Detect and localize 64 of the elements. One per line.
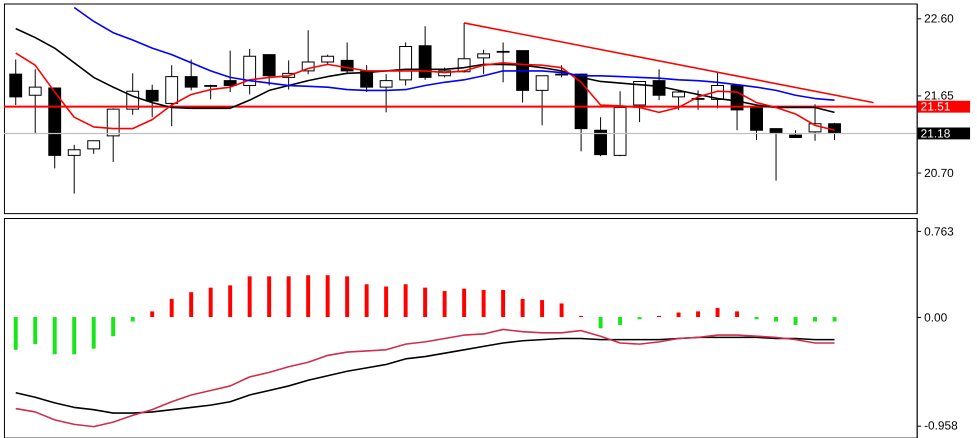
bar	[189, 292, 194, 318]
candlestick	[224, 50, 237, 93]
y-tick-label: 0.00	[924, 310, 948, 324]
candlestick	[68, 144, 81, 194]
bar	[774, 317, 778, 322]
y-tick-label: 22.60	[924, 12, 954, 26]
y-tick-label: 0.763	[924, 224, 954, 238]
bar	[364, 284, 369, 318]
ref-line-label: 21.18	[920, 126, 951, 140]
bar	[14, 317, 18, 350]
bar	[501, 290, 506, 318]
candlestick	[555, 64, 568, 78]
line-series	[14, 336, 836, 414]
bar	[462, 288, 466, 318]
candlestick	[477, 49, 490, 75]
bar	[384, 286, 388, 318]
candlestick	[380, 74, 393, 113]
bar	[248, 276, 252, 318]
line-series	[14, 328, 836, 428]
bar	[130, 317, 135, 322]
bar	[716, 308, 720, 318]
bar	[306, 275, 310, 318]
bar	[170, 298, 174, 318]
candlestick	[321, 54, 334, 65]
candlestick	[204, 84, 218, 100]
bar	[676, 312, 681, 318]
bar	[111, 317, 116, 336]
bar	[52, 317, 57, 354]
candlestick	[536, 75, 549, 126]
bar	[92, 317, 96, 349]
bar	[832, 317, 837, 322]
bar	[482, 290, 486, 318]
bar	[442, 291, 447, 318]
line-series	[73, 6, 836, 101]
bar	[326, 275, 330, 318]
bar	[267, 276, 272, 318]
bar	[560, 303, 564, 318]
candlestick	[262, 54, 276, 86]
bar	[404, 284, 408, 318]
candlestick	[672, 90, 685, 110]
candlestick	[87, 140, 100, 154]
bar	[423, 288, 428, 318]
bar	[286, 276, 291, 318]
y-tick-label: -0.958	[924, 418, 958, 433]
candlestick	[28, 68, 42, 134]
bar	[598, 317, 603, 328]
bar	[150, 311, 154, 318]
y-tick-label: 20.70	[924, 166, 954, 180]
bar	[696, 311, 700, 318]
bar	[540, 300, 544, 318]
bar	[72, 317, 76, 354]
candlestick	[184, 59, 198, 91]
bar	[520, 298, 525, 318]
candlestick	[652, 68, 666, 101]
candlestick	[828, 122, 841, 140]
bar	[228, 285, 232, 318]
bar	[735, 311, 740, 318]
bar	[33, 317, 38, 344]
bar	[794, 317, 798, 325]
bar	[618, 317, 622, 325]
bar	[345, 276, 350, 318]
bar	[208, 288, 213, 318]
candlestick	[9, 59, 22, 106]
bar	[813, 317, 818, 322]
